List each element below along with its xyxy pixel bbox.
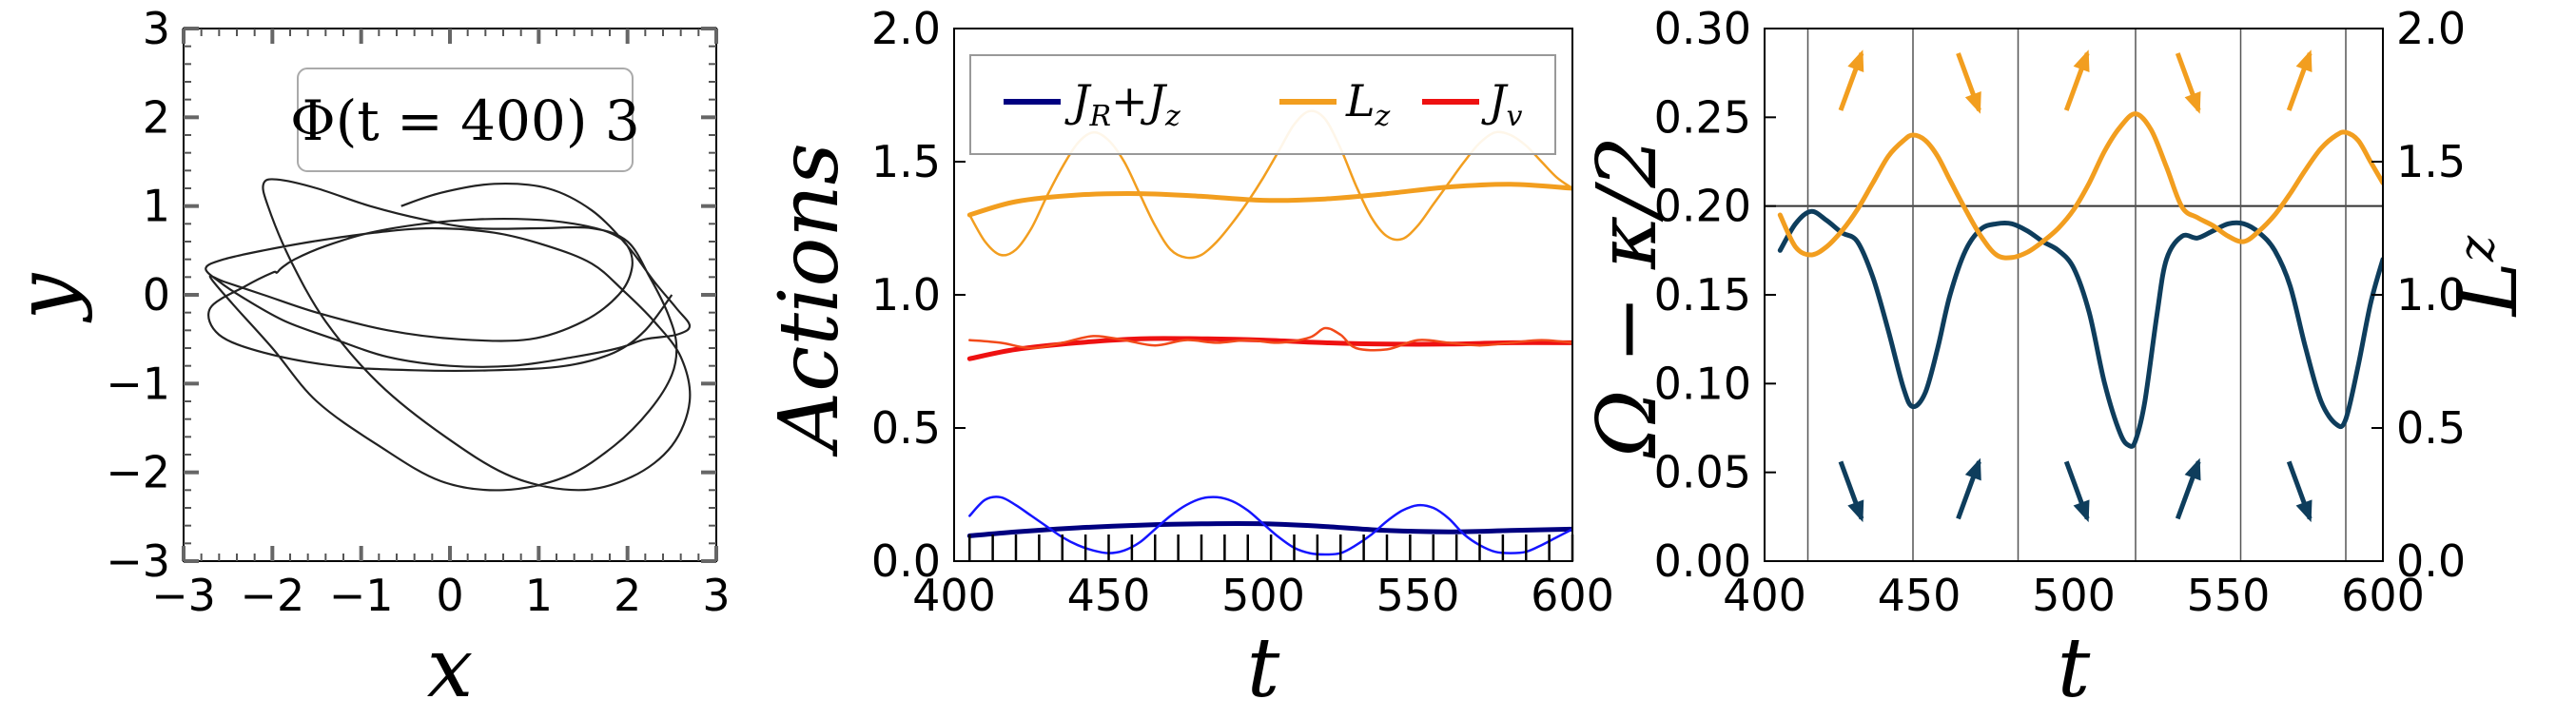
trend-arrow xyxy=(1956,457,1981,520)
trend-arrow xyxy=(1956,52,1981,114)
frequency-series-line-0 xyxy=(1777,208,2383,449)
frequency-right-y-label: Lz xyxy=(2441,235,2536,318)
frequency-y-tick-label: 0.00 xyxy=(1654,535,1751,587)
orbit-x-tick-label: −3 xyxy=(151,570,216,621)
annotation-box xyxy=(297,68,634,172)
orbit-panel: −3 −2 −1 0 1 2 3 −3 −2 −1 0 1 2 3 Φ(t = 400) 3 x y xyxy=(0,3,731,716)
frequency-y-label: Ω − κ/2 xyxy=(1580,136,1675,458)
frequency-y-tick-label: 0.15 xyxy=(1654,269,1751,321)
actions-panel: 400 450 500 550 600 0.0 0.5 1.0 1.5 2.0 JR+Jz Lz … xyxy=(762,3,1614,716)
frequency-y-tick-label: 0.25 xyxy=(1654,91,1751,143)
orbit-y-tick-label: 1 xyxy=(143,181,170,232)
frequency-x-tick-label: 500 xyxy=(2032,570,2116,621)
actions-series-line-5 xyxy=(968,326,1572,352)
orbit-trajectory-line xyxy=(205,178,692,492)
trend-arrow xyxy=(2286,49,2313,111)
trend-arrow xyxy=(1838,460,1864,523)
actions-x-tick-label: 550 xyxy=(1376,570,1460,621)
orbit-y-tick-label: 0 xyxy=(143,269,170,321)
frequency-x-tick-label: 550 xyxy=(2187,570,2271,621)
actions-x-tick-label: 600 xyxy=(1531,570,1614,621)
frequency-right-y-tick-label: 2.0 xyxy=(2396,3,2466,54)
actions-y-tick-label: 1.5 xyxy=(871,136,941,187)
actions-x-label: t xyxy=(1247,621,1280,716)
trend-arrow xyxy=(1838,49,1864,111)
orbit-y-tick-label: 3 xyxy=(143,3,170,54)
actions-series-line-1 xyxy=(968,496,1572,556)
frequency-x-tick-label: 400 xyxy=(1723,570,1806,621)
trend-arrow xyxy=(2286,460,2313,523)
orbit-y-tick-label: 2 xyxy=(143,91,170,143)
orbit-x-tick-label: 2 xyxy=(614,570,641,621)
frequency-right-y-tick-label: 1.5 xyxy=(2396,136,2466,187)
frequency-right-y-tick-label: 0.0 xyxy=(2396,535,2466,587)
orbit-y-tick-label: −1 xyxy=(106,358,170,409)
trend-arrow xyxy=(2063,460,2090,523)
trend-arrow xyxy=(2175,457,2201,520)
frequency-x-tick-label: 600 xyxy=(2341,570,2425,621)
orbit-x-tick-label: 3 xyxy=(702,570,730,621)
legend-label-jr-jz: JR+Jz xyxy=(1064,75,1181,133)
actions-y-tick-label: 2.0 xyxy=(871,3,941,54)
frequency-x-tick-label: 450 xyxy=(1878,570,1961,621)
frequency-y-tick-label: 0.05 xyxy=(1654,447,1751,498)
orbit-y-tick-label: −2 xyxy=(106,447,170,498)
frequency-right-y-tick-label: 1.0 xyxy=(2396,269,2466,321)
frequency-y-tick-label: 0.30 xyxy=(1654,3,1751,54)
frequency-panel: 400 450 500 550 600 0.00 0.05 0.10 0.15 0.20 0.25 0… xyxy=(1580,3,2536,716)
actions-series-line-2 xyxy=(966,182,1572,218)
actions-y-tick-label: 0.5 xyxy=(871,402,941,454)
orbit-x-tick-label: −2 xyxy=(240,570,304,621)
legend-label-lz: Lz xyxy=(1345,75,1391,133)
actions-y-label: Actions xyxy=(762,143,857,457)
orbit-annotation: Φ(t = 400) 3 xyxy=(290,88,640,153)
orbit-y-label: y xyxy=(0,272,94,323)
frequency-x-label: t xyxy=(2058,621,2091,716)
trend-arrow xyxy=(2063,49,2090,111)
orbit-x-label: x xyxy=(427,621,474,716)
orbit-x-tick-label: 0 xyxy=(436,570,463,621)
frequency-series-line-1 xyxy=(1777,111,2383,261)
trend-arrow xyxy=(2175,52,2201,114)
actions-x-tick-label: 450 xyxy=(1067,570,1151,621)
actions-y-tick-label: 0.0 xyxy=(871,535,941,587)
orbit-x-tick-label: 1 xyxy=(525,570,553,621)
frequency-y-tick-label: 0.20 xyxy=(1654,181,1751,232)
orbit-x-tick-label: −1 xyxy=(329,570,394,621)
frequency-right-y-tick-label: 0.5 xyxy=(2396,402,2466,454)
actions-y-tick-label: 1.0 xyxy=(871,269,941,321)
actions-x-tick-label: 400 xyxy=(912,570,996,621)
orbit-y-tick-label: −3 xyxy=(106,535,170,587)
actions-legend: JR+Jz Lz Jv xyxy=(969,54,1556,155)
actions-x-tick-label: 500 xyxy=(1221,570,1305,621)
frequency-y-tick-label: 0.10 xyxy=(1654,358,1751,409)
